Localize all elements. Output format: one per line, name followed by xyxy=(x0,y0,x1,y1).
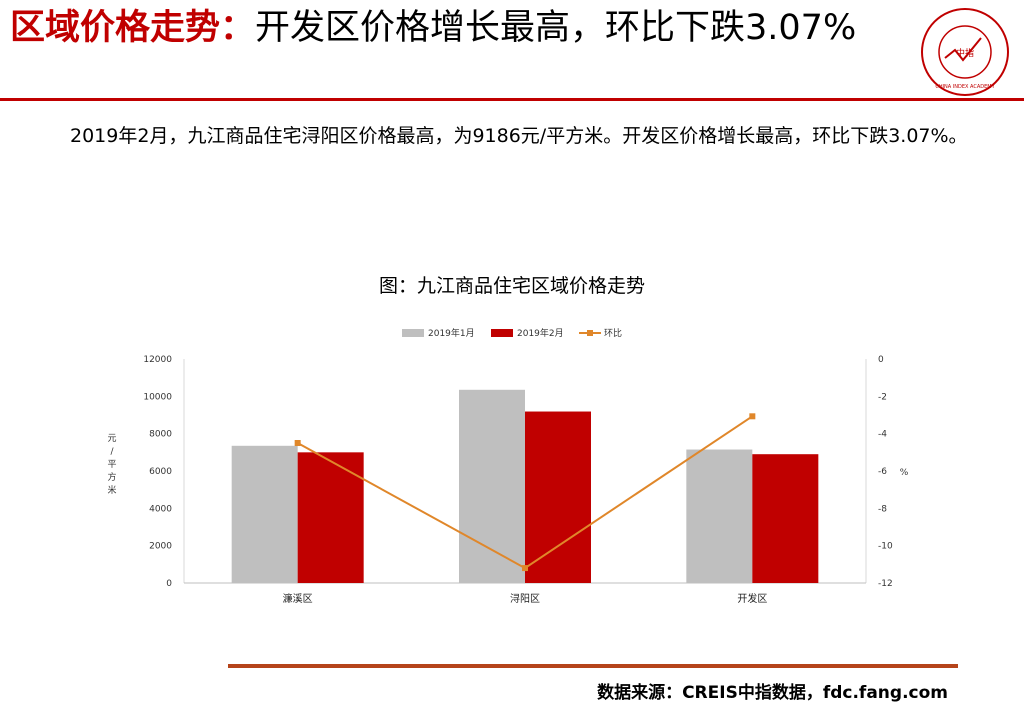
y2-tick-label: -10 xyxy=(878,542,893,552)
y2-tick-label: -8 xyxy=(878,504,887,514)
y-axis-label-char: 方 xyxy=(107,471,116,483)
y-tick-label: 0 xyxy=(166,579,172,589)
logo-ring-text: CHINA INDEX ACADEMY xyxy=(935,84,995,90)
y2-tick-label: -2 xyxy=(878,392,887,402)
y2-tick-label: -4 xyxy=(878,430,887,440)
y-tick-label: 12000 xyxy=(143,355,172,365)
title-underline xyxy=(0,98,1024,101)
bar xyxy=(752,454,819,583)
page-title-rest: 开发区价格增长最高，环比下跌3.07% xyxy=(255,8,857,48)
bar xyxy=(459,389,525,583)
summary-paragraph: 2019年2月，九江商品住宅浔阳区价格最高，为9186元/平方米。开发区价格增长… xyxy=(70,125,968,147)
y-tick-label: 6000 xyxy=(149,467,172,477)
y2-axis-label: % xyxy=(900,468,909,478)
page-title-highlight: 区域价格走势： xyxy=(10,8,256,48)
y2-tick-label: 0 xyxy=(878,355,884,365)
y-axis-label-char: 平 xyxy=(107,459,116,470)
bar xyxy=(525,411,591,583)
legend-label: 2019年2月 xyxy=(517,327,564,339)
chart-title: 图：九江商品住宅区域价格走势 xyxy=(378,275,645,297)
mom-point xyxy=(522,565,528,572)
chart-line xyxy=(294,413,756,572)
x-category-label: 开发区 xyxy=(737,592,767,605)
x-category-label: 浔阳区 xyxy=(510,592,540,605)
y2-tick-label: -6 xyxy=(878,467,887,477)
bar xyxy=(297,452,364,583)
y-axis-label-char: 米 xyxy=(107,484,116,496)
legend-label: 2019年1月 xyxy=(428,327,475,339)
page-title: 区域价格走势：开发区价格增长最高，环比下跌3.07% xyxy=(10,4,910,52)
logo-text: 中指 xyxy=(956,47,974,59)
legend-swatch xyxy=(402,329,424,337)
y-tick-label: 10000 xyxy=(143,392,172,402)
mom-point xyxy=(749,413,756,420)
y-tick-label: 8000 xyxy=(149,430,172,440)
mom-point xyxy=(294,440,301,446)
bar xyxy=(686,449,753,583)
chart-labels: 0 2000 4000 6000 8000 10000 12000 -12 -10 -8 -6 -4 -… xyxy=(107,355,908,605)
china-index-academy-logo: 中指 CHINA INDEX ACADEMY xyxy=(921,8,1009,96)
chart-bars xyxy=(231,389,819,583)
y-axis-label-char: / xyxy=(110,447,114,457)
y-tick-label: 2000 xyxy=(149,542,172,552)
data-source-note: 数据来源：CREIS中指数据，fdc.fang.com xyxy=(597,683,948,703)
x-category-label: 濂溪区 xyxy=(283,592,313,605)
legend-swatch xyxy=(491,329,513,337)
y2-tick-label: -12 xyxy=(878,579,893,589)
footer-divider xyxy=(228,664,958,668)
legend-marker xyxy=(587,330,593,336)
legend-label: 环比 xyxy=(604,327,622,339)
chart-legend: 2019年1月 2019年2月 环比 xyxy=(402,327,622,339)
y-axis-label-char: 元 xyxy=(107,434,116,444)
bar xyxy=(231,445,298,583)
y-tick-label: 4000 xyxy=(149,504,172,514)
